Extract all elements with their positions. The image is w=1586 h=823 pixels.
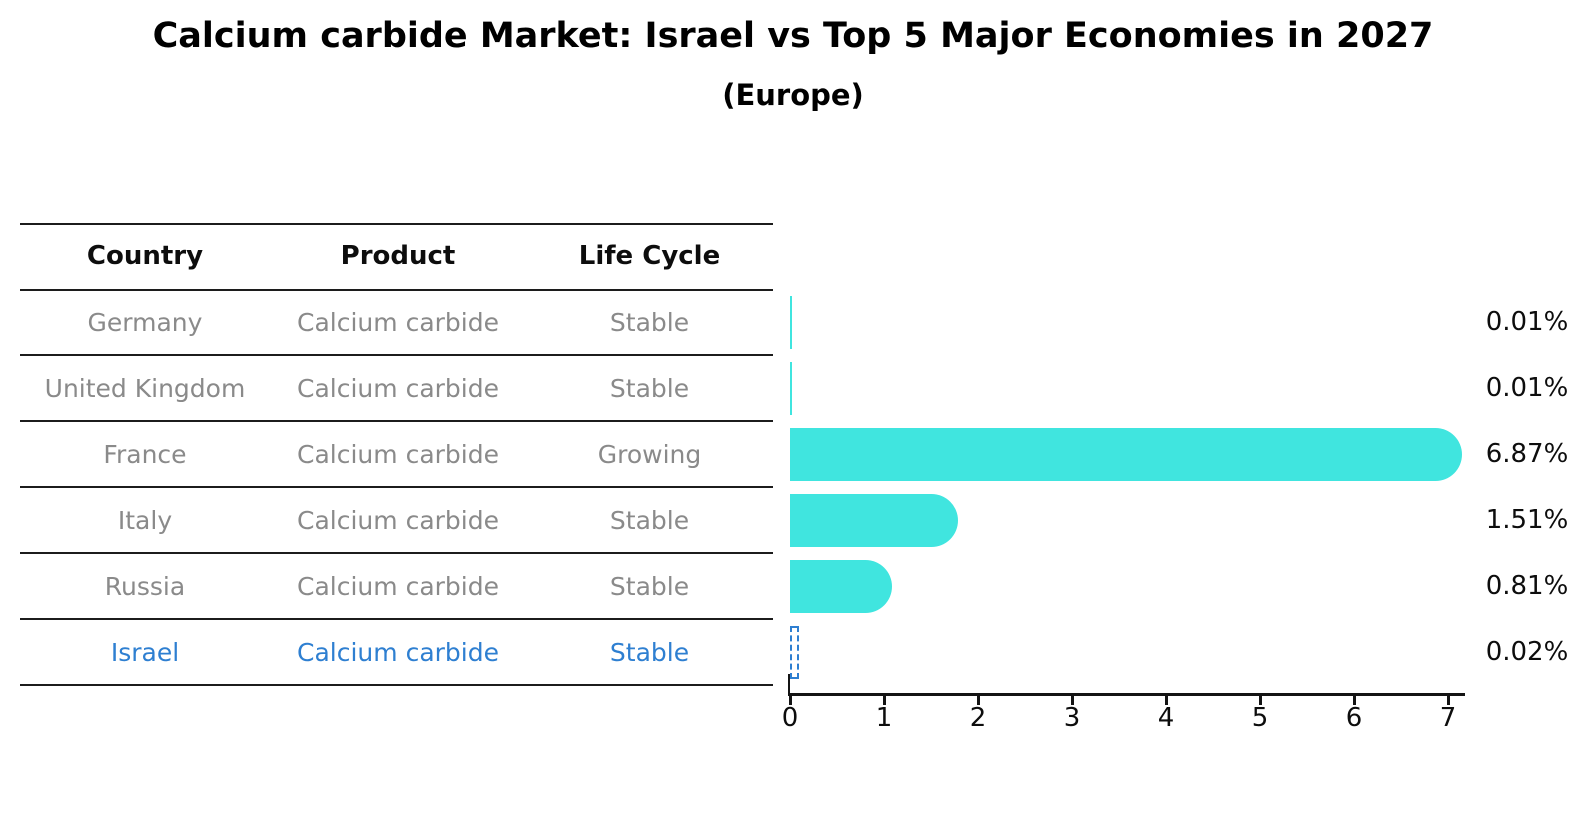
cell-country: France [103,439,187,469]
cell-life-cycle: Growing [597,439,702,469]
table-top-line [20,223,773,225]
bar-value-label: 0.01% [1485,373,1569,403]
table-header-row: Country Product Life Cycle [20,223,773,289]
table-separator-line [20,289,773,291]
cell-country: Germany [87,307,203,337]
cell-product: Calcium carbide [297,505,499,535]
x-axis-tick-label: 4 [1157,703,1175,733]
column-header-country: Country [86,241,204,271]
x-axis-tick [789,696,792,705]
cell-life-cycle: Stable [609,505,690,535]
bar-italy [790,493,958,547]
cell-product: Calcium carbide [297,637,499,667]
cell-product: Calcium carbide [297,373,499,403]
cell-life-cycle: Stable [609,307,690,337]
cell-country: Italy [117,505,173,535]
bar-value-label: 0.01% [1485,307,1569,337]
bar-value-label: 1.51% [1485,505,1569,535]
x-axis-tick [883,696,886,705]
table-row-france: France Calcium carbide Growing [20,421,773,487]
table-row-italy: Italy Calcium carbide Stable [20,487,773,553]
bar-israel [790,625,799,679]
table-separator-line [20,684,773,686]
bar-value-label: 6.87% [1485,439,1569,469]
table-separator-line [20,354,773,356]
x-axis-tick-label: 6 [1345,703,1363,733]
cell-product: Calcium carbide [297,439,499,469]
table-row-united-kingdom: United Kingdom Calcium carbide Stable [20,355,773,421]
cell-country: Russia [104,571,186,601]
x-axis-tick-label: 0 [781,703,799,733]
bar-value-label: 0.02% [1485,637,1569,667]
x-axis-tick-label: 7 [1439,703,1457,733]
x-axis-tick [977,696,980,705]
bar-france [790,427,1462,481]
cell-country: Israel [110,637,180,667]
x-axis-tick-label: 2 [969,703,987,733]
table-separator-line [20,420,773,422]
cell-product: Calcium carbide [297,571,499,601]
cell-product: Calcium carbide [297,307,499,337]
table-separator-line [20,618,773,620]
x-axis-tick-label: 3 [1063,703,1081,733]
table-row-russia: Russia Calcium carbide Stable [20,553,773,619]
x-axis-tick-label: 1 [875,703,893,733]
chart-title: Calcium carbide Market: Israel vs Top 5 … [152,16,1434,56]
table-row-israel: Israel Calcium carbide Stable [20,619,773,685]
bar-value-label: 0.81% [1485,571,1569,601]
bar-germany [790,295,792,349]
chart-subtitle: (Europe) [722,78,864,112]
table-row-germany: Germany Calcium carbide Stable [20,289,773,355]
cell-life-cycle: Stable [609,373,690,403]
x-axis-tick [1259,696,1262,705]
x-axis-tick [1447,696,1450,705]
y-axis-spine [788,674,790,694]
table-separator-line [20,486,773,488]
x-axis-tick-label: 5 [1251,703,1269,733]
column-header-product: Product [340,241,456,271]
x-axis-tick [1071,696,1074,705]
x-axis-tick [1165,696,1168,705]
x-axis-line [788,693,1465,696]
cell-life-cycle: Stable [609,571,690,601]
cell-life-cycle: Stable [609,637,690,667]
cell-country: United Kingdom [44,373,246,403]
bar-russia [790,559,893,613]
bar-united-kingdom [790,361,792,415]
column-header-life-cycle: Life Cycle [578,241,721,271]
table-separator-line [20,552,773,554]
x-axis-tick [1353,696,1356,705]
